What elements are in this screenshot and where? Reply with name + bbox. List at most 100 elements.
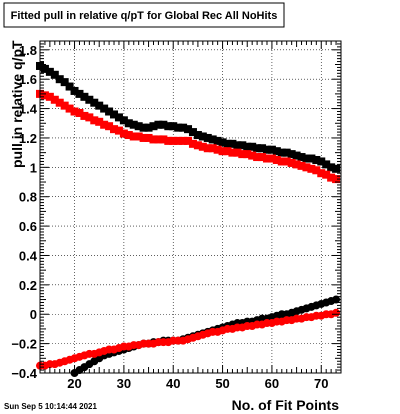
data-point (124, 131, 133, 140)
data-point (327, 173, 336, 182)
data-point (134, 122, 143, 131)
data-point (228, 139, 237, 148)
data-point (75, 108, 84, 117)
y-tick-label: 1.6 (19, 72, 37, 87)
data-point (317, 157, 326, 166)
data-point (253, 153, 262, 162)
data-points (36, 61, 341, 377)
data-point (85, 95, 94, 104)
data-point (95, 117, 104, 126)
data-point (198, 132, 207, 141)
data-point (302, 163, 311, 172)
data-point (114, 126, 123, 135)
data-point (307, 154, 316, 163)
data-point (110, 110, 119, 119)
data-point (248, 151, 257, 160)
data-point (174, 136, 183, 145)
data-point (65, 104, 74, 113)
title-box: Fitted pull in relative q/pT for Global … (3, 2, 285, 28)
data-point (218, 147, 227, 156)
data-point (105, 122, 114, 131)
y-tick-label: 0.2 (19, 278, 37, 293)
data-point (208, 144, 217, 153)
y-tick-label: 1.2 (19, 131, 37, 146)
data-point (297, 161, 306, 170)
data-point (100, 120, 109, 129)
series-3 (36, 308, 341, 370)
data-point (40, 64, 49, 73)
data-point (327, 163, 336, 172)
data-point (223, 139, 232, 148)
timestamp: Sun Sep 5 10:14:44 2021 (4, 402, 97, 411)
x-axis-title: No. of Fit Points (232, 397, 340, 413)
data-point (90, 98, 99, 107)
data-point (238, 141, 247, 150)
data-point (277, 148, 286, 157)
ticks (40, 41, 341, 374)
data-point (139, 123, 148, 132)
data-point (272, 147, 281, 156)
data-point (164, 122, 173, 131)
x-tick-label: 20 (67, 376, 81, 391)
data-point (70, 107, 79, 116)
data-point (154, 120, 163, 129)
data-point (80, 92, 89, 101)
data-point (124, 119, 133, 128)
x-tick-label: 50 (215, 376, 229, 391)
data-point (292, 151, 301, 160)
data-point (287, 150, 296, 159)
y-axis-title: pull in relative q/pT (9, 40, 25, 168)
data-point (174, 123, 183, 132)
x-tick-label: 60 (265, 376, 279, 391)
data-point (80, 111, 89, 120)
y-tick-label: 0 (30, 307, 37, 322)
data-point (223, 147, 232, 156)
data-point (272, 155, 281, 164)
series-1 (36, 89, 341, 184)
data-point (307, 164, 316, 173)
data-point (228, 148, 237, 157)
data-point (332, 164, 341, 173)
data-point (184, 136, 193, 145)
data-point (169, 122, 178, 131)
data-point (233, 141, 242, 150)
data-point (149, 122, 158, 131)
data-point (169, 136, 178, 145)
data-point (179, 136, 188, 145)
data-point (184, 125, 193, 134)
data-point (188, 128, 197, 137)
data-point (203, 144, 212, 153)
data-point (332, 175, 341, 184)
data-point (154, 135, 163, 144)
data-point (322, 160, 331, 169)
y-tick-label: −0.4 (11, 366, 37, 381)
data-point (282, 157, 291, 166)
data-point (129, 132, 138, 141)
data-point (55, 75, 64, 84)
data-point (312, 166, 321, 175)
gridlines (40, 41, 341, 374)
data-point (193, 131, 202, 140)
data-point (208, 135, 217, 144)
y-tick-label: 1.4 (19, 102, 38, 117)
data-point (40, 91, 49, 100)
data-point (119, 129, 128, 138)
data-point (238, 150, 247, 159)
data-point (164, 136, 173, 145)
data-point (258, 144, 267, 153)
series-0 (36, 61, 341, 173)
y-tick-labels: −0.4 −0.2 0 0.2 0.4 0.6 0.8 1 1.2 1.4 1.6 1.8 (11, 43, 37, 381)
y-tick-label: 1.8 (19, 43, 37, 58)
data-point (203, 133, 212, 142)
data-point (60, 78, 69, 87)
data-point (50, 70, 59, 79)
data-point (267, 154, 276, 163)
data-point (50, 95, 59, 104)
data-point (277, 157, 286, 166)
data-point (243, 150, 252, 159)
data-point (149, 135, 158, 144)
data-point (65, 82, 74, 91)
data-point (302, 154, 311, 163)
data-point (262, 154, 271, 163)
